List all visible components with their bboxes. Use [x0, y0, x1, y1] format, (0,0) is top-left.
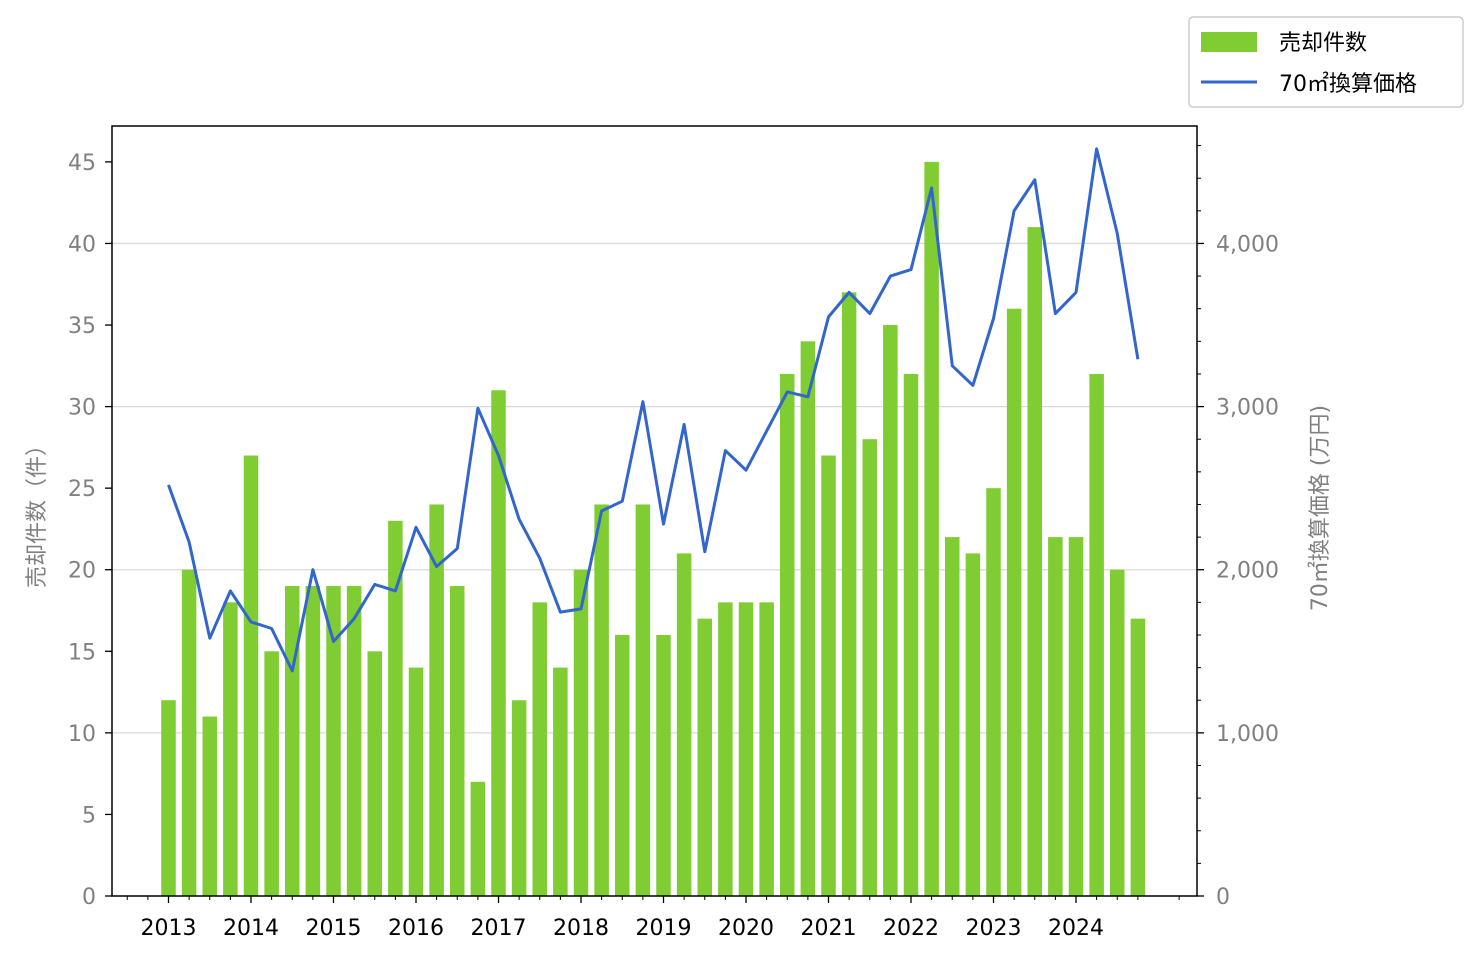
bar — [841, 292, 857, 896]
y-tick-label-left: 10 — [68, 722, 96, 747]
bar — [986, 488, 1001, 896]
bar — [635, 504, 651, 896]
bar — [780, 373, 795, 897]
bar — [697, 618, 712, 896]
price-line — [167, 147, 1140, 673]
bar-series — [161, 161, 1146, 897]
bar — [388, 520, 403, 896]
x-tick-label: 2018 — [553, 916, 609, 941]
legend-label-line: 70㎡換算価格 — [1279, 71, 1417, 97]
bar — [945, 537, 960, 896]
bar — [243, 455, 259, 896]
bar — [924, 161, 939, 896]
bar — [285, 586, 300, 896]
bar — [862, 439, 877, 896]
x-tick-label: 2016 — [388, 916, 444, 941]
x-tick-label: 2022 — [883, 916, 939, 941]
bar — [1110, 569, 1125, 896]
bar — [903, 373, 919, 897]
y-tick-label-left: 35 — [68, 314, 96, 339]
x-tick-label: 2019 — [636, 916, 692, 941]
y-tick-label-left: 25 — [68, 477, 96, 502]
bar — [573, 569, 589, 896]
x-tick-label: 2014 — [223, 916, 279, 941]
y-tick-label-left: 45 — [68, 151, 96, 176]
x-tick-label: 2023 — [966, 916, 1022, 941]
y-axis-title-left: 売却件数（件） — [25, 434, 50, 588]
y-tick-label-left: 15 — [68, 640, 96, 665]
line-series — [167, 147, 1140, 673]
bar — [1089, 373, 1104, 897]
bar — [491, 390, 506, 896]
bar — [676, 553, 692, 896]
bar — [1006, 308, 1022, 896]
bar — [429, 504, 444, 896]
bar — [161, 700, 176, 896]
bar — [264, 651, 279, 896]
y-tick-label-right: 3,000 — [1216, 396, 1279, 421]
bar — [656, 634, 671, 896]
x-tick-label: 2021 — [801, 916, 857, 941]
legend-label-bar: 売却件数 — [1279, 31, 1367, 56]
axes — [105, 125, 1204, 903]
bar — [594, 504, 609, 896]
bar — [883, 325, 898, 897]
y-tick-label-right: 4,000 — [1216, 232, 1279, 257]
bar — [305, 586, 321, 896]
bar — [408, 667, 424, 896]
x-tick-label: 2013 — [141, 916, 197, 941]
bar — [202, 716, 217, 896]
bar — [738, 602, 754, 896]
y-tick-label-left: 5 — [82, 803, 96, 828]
x-tick-label: 2015 — [306, 916, 362, 941]
x-tick-label: 2020 — [718, 916, 774, 941]
y-tick-label-left: 40 — [68, 232, 96, 257]
bar — [470, 781, 486, 896]
bar — [346, 586, 362, 896]
y-tick-label-right: 0 — [1216, 885, 1230, 910]
legend-swatch-bar — [1201, 32, 1257, 52]
bar — [1048, 537, 1063, 896]
bar — [965, 553, 981, 896]
bar — [615, 634, 630, 896]
bar — [450, 586, 465, 896]
bar — [1068, 537, 1084, 896]
tick-labels: 0 5 10 15 20 25 30 35 40 45 0 1,000 2,000 3,000 4,000 2… — [68, 151, 1279, 941]
bar — [1130, 618, 1146, 896]
bar — [1027, 227, 1042, 897]
bar — [821, 455, 836, 896]
legend-frame — [1188, 16, 1464, 108]
x-tick-label: 2017 — [471, 916, 527, 941]
y-tick-label-right: 2,000 — [1216, 559, 1279, 584]
bar — [800, 341, 816, 896]
bar — [367, 651, 382, 896]
plot-frame — [111, 125, 1198, 897]
legend: 売却件数 70㎡換算価格 — [1188, 16, 1464, 108]
y-tick-label-left: 30 — [68, 396, 96, 421]
bar — [759, 602, 774, 896]
y-tick-label-left: 20 — [68, 559, 96, 584]
y-tick-label-left: 0 — [82, 885, 96, 910]
bar — [326, 586, 341, 896]
bar — [181, 569, 197, 896]
y-tick-label-right: 1,000 — [1216, 722, 1279, 747]
bar — [718, 602, 733, 896]
bar — [511, 700, 527, 896]
x-tick-label: 2024 — [1048, 916, 1104, 941]
y-axis-title-right: 70㎡換算価格 (万円) — [1307, 405, 1333, 611]
bar — [553, 667, 568, 896]
bar — [532, 602, 547, 896]
bar — [223, 602, 238, 896]
